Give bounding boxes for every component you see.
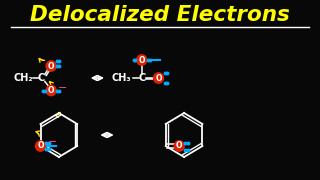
Text: O: O <box>155 73 162 82</box>
Text: O: O <box>37 141 44 150</box>
Circle shape <box>46 61 56 71</box>
Text: C: C <box>138 73 145 83</box>
Text: C: C <box>38 73 45 83</box>
Text: CH₃: CH₃ <box>112 73 131 83</box>
Text: Delocalized Electrons: Delocalized Electrons <box>30 5 290 25</box>
Circle shape <box>36 141 45 151</box>
Text: O: O <box>139 55 145 64</box>
Circle shape <box>174 141 184 151</box>
Text: O: O <box>48 62 54 71</box>
Text: O: O <box>176 141 182 150</box>
Text: CH₂: CH₂ <box>13 73 33 83</box>
Circle shape <box>154 73 164 83</box>
Circle shape <box>137 55 147 65</box>
Text: O: O <box>48 86 54 95</box>
Text: −: − <box>58 83 68 93</box>
Circle shape <box>46 85 56 96</box>
Text: −: − <box>48 137 58 147</box>
